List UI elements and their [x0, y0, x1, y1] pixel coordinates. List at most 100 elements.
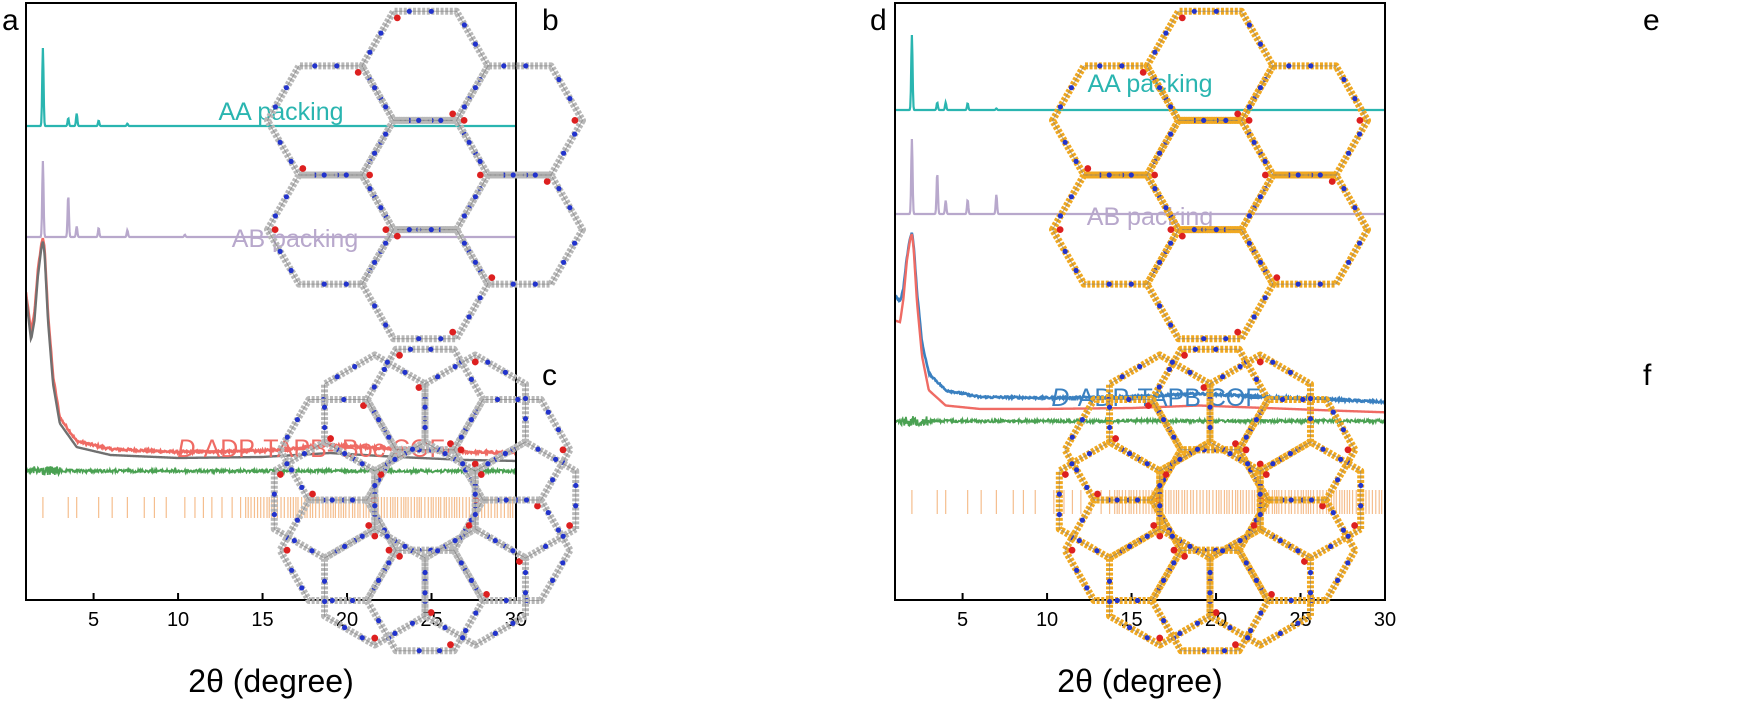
nitrogen-atom	[1346, 150, 1352, 156]
oxygen-atom	[1232, 440, 1239, 448]
nitrogen-atom	[349, 597, 356, 604]
oxygen-atom	[309, 490, 316, 498]
oxygen-atom	[1162, 471, 1170, 478]
nitrogen-atom	[284, 434, 290, 440]
nitrogen-atom	[409, 446, 416, 452]
nitrogen-atom	[461, 22, 467, 28]
nitrogen-atom	[1062, 139, 1068, 145]
nitrogen-atom	[1194, 446, 1201, 452]
nitrogen-atom	[1248, 628, 1254, 634]
nitrogen-atom	[416, 117, 422, 123]
nitrogen-atom	[1157, 259, 1163, 265]
nitrogen-atom	[1246, 240, 1252, 246]
oxygen-atom	[327, 435, 334, 442]
framework-hexagon	[1238, 171, 1371, 288]
nitrogen-atom	[1068, 194, 1074, 200]
nitrogen-atom	[466, 139, 472, 145]
nitrogen-atom	[392, 456, 398, 462]
chart-a-series-label-ab: AB packing	[232, 225, 358, 253]
stacked-layer	[1055, 351, 1365, 649]
nitrogen-atom	[406, 8, 412, 14]
oxygen-atom	[1068, 546, 1076, 554]
nitrogen-atom	[1187, 369, 1193, 375]
nitrogen-atom	[1317, 172, 1323, 178]
nitrogen-atom	[1237, 363, 1243, 370]
nitrogen-atom	[442, 451, 448, 457]
oxygen-atom	[1167, 226, 1175, 234]
nitrogen-atom	[277, 248, 283, 254]
nitrogen-atom	[1295, 620, 1301, 626]
oxygen-atom	[488, 274, 496, 281]
oxygen-atom	[371, 634, 379, 642]
nitrogen-atom	[1257, 194, 1263, 200]
nitrogen-atom	[438, 117, 444, 123]
chart-a: 5 10 15 20 25 30 2θ (degree) AA packing AB pa…	[25, 2, 527, 699]
nitrogen-atom	[1084, 585, 1090, 591]
nitrogen-atom	[416, 336, 422, 342]
chart-d-xlabel: 2θ (degree)	[1057, 663, 1222, 699]
chart-d: 5 10 15 20 25 30 2θ (degree) AA packing AB pa…	[894, 2, 1396, 699]
nitrogen-atom	[1073, 158, 1079, 164]
oxygen-atom	[1256, 460, 1264, 468]
nitrogen-atom	[1191, 227, 1197, 233]
nitrogen-atom	[1245, 461, 1251, 467]
nitrogen-atom	[376, 618, 382, 624]
nitrogen-atom	[510, 620, 516, 626]
nitrogen-atom	[1295, 281, 1301, 287]
nitrogen-atom	[1223, 117, 1229, 123]
chart-a-frame	[25, 2, 517, 601]
nitrogen-atom	[277, 139, 283, 145]
nitrogen-atom	[284, 461, 290, 467]
nitrogen-atom	[501, 63, 507, 69]
chart-a-xtick-label-0: 5	[88, 609, 99, 631]
nitrogen-atom	[321, 578, 328, 584]
nitrogen-atom	[321, 172, 327, 178]
framework-hexagon	[1238, 62, 1371, 179]
oxygen-atom	[366, 171, 373, 179]
nitrogen-atom	[545, 409, 551, 415]
nitrogen-atom	[1246, 104, 1252, 110]
nitrogen-atom	[1251, 314, 1257, 320]
nitrogen-atom	[322, 424, 328, 431]
nitrogen-atom	[299, 585, 305, 591]
nitrogen-atom	[532, 172, 538, 178]
nitrogen-atom	[1258, 610, 1264, 616]
nitrogen-atom	[1079, 517, 1085, 523]
nitrogen-atom	[1068, 85, 1074, 91]
nitrogen-atom	[372, 85, 378, 91]
framework-hexagon-edge	[1238, 399, 1356, 501]
nitrogen-atom	[1106, 172, 1112, 178]
oxygen-atom	[1056, 226, 1064, 234]
nitrogen-atom	[1358, 482, 1364, 489]
nitrogen-atom	[359, 533, 365, 539]
nitrogen-atom	[555, 527, 562, 533]
nitrogen-atom	[1163, 30, 1169, 36]
nitrogen-atom	[283, 194, 289, 200]
nitrogen-atom	[1157, 482, 1163, 489]
nitrogen-atom	[510, 281, 516, 287]
nitrogen-atom	[1257, 491, 1263, 497]
nitrogen-atom	[1079, 417, 1085, 423]
chart-a-series-label-exp: D-ADP-TAPB- Boc COF	[177, 435, 445, 463]
nitrogen-atom	[460, 461, 466, 467]
nitrogen-atom	[434, 374, 441, 380]
framework-layer-0-0	[264, 7, 586, 343]
nitrogen-atom	[1221, 648, 1228, 654]
nitrogen-atom	[1327, 543, 1334, 549]
nitrogen-atom	[407, 346, 414, 352]
nitrogen-atom	[1106, 598, 1113, 605]
nitrogen-atom	[510, 172, 516, 178]
nitrogen-atom	[1074, 567, 1080, 573]
nitrogen-atom	[1227, 625, 1233, 631]
structure-c-stacked-layers	[270, 345, 580, 655]
nitrogen-atom	[1243, 560, 1249, 566]
oxygen-atom	[447, 440, 454, 448]
nitrogen-atom	[1157, 503, 1163, 509]
nitrogen-atom	[372, 303, 378, 309]
nitrogen-atom	[550, 577, 556, 584]
nitrogen-atom	[1201, 648, 1207, 654]
oxygen-atom	[396, 351, 403, 359]
nitrogen-atom	[321, 598, 328, 605]
nitrogen-atom	[342, 625, 348, 631]
oxygen-atom	[447, 641, 454, 649]
